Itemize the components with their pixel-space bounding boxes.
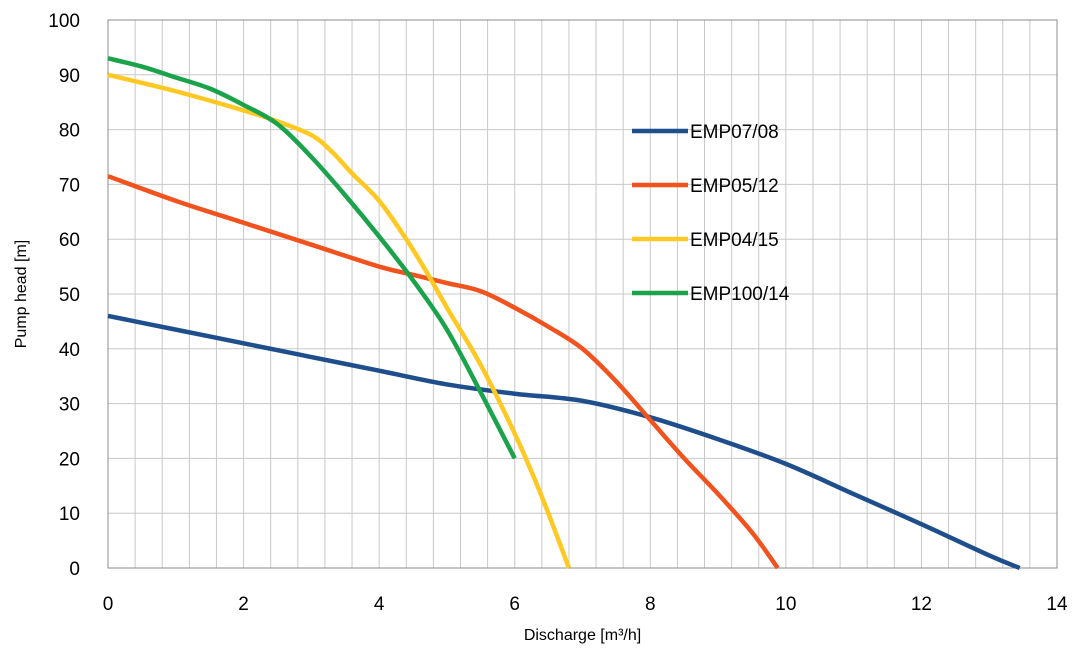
y-tick-label: 20 <box>59 449 80 470</box>
x-tick-label: 4 <box>374 594 385 615</box>
y-tick-label: 10 <box>59 504 80 525</box>
x-tick-label: 0 <box>103 594 114 615</box>
y-tick-label: 40 <box>59 340 80 361</box>
x-tick-label: 14 <box>1046 594 1068 615</box>
x-axis-title: Discharge [m³/h] <box>524 627 641 644</box>
x-tick-label: 12 <box>911 594 932 615</box>
y-tick-label: 80 <box>59 121 80 142</box>
series-line-emp04-15 <box>107 72 572 569</box>
series-lines <box>107 56 1021 571</box>
legend: EMP07/08 EMP05/12 EMP04/15 EMP100/14 <box>632 122 790 305</box>
x-tick-label: 6 <box>509 594 520 615</box>
x-tick-label: 8 <box>645 594 656 615</box>
series-line-emp05-12 <box>107 174 780 570</box>
y-tick-label: 100 <box>48 11 80 32</box>
y-axis-tick-labels: 0 10 20 30 40 50 60 70 80 90 100 <box>48 11 80 580</box>
y-tick-label: 0 <box>69 559 80 580</box>
x-axis-tick-labels: 0 2 4 6 8 10 12 14 <box>103 594 1068 615</box>
legend-label: EMP05/12 <box>690 176 779 197</box>
y-tick-label: 70 <box>59 175 80 196</box>
series-line-emp100-14 <box>107 56 517 460</box>
legend-label: EMP04/15 <box>690 230 779 251</box>
plot-area-frame <box>107 19 1058 569</box>
legend-label: EMP100/14 <box>690 284 790 305</box>
y-tick-label: 50 <box>59 285 80 306</box>
x-tick-label: 10 <box>775 594 796 615</box>
series-line-emp07-08 <box>107 313 1021 571</box>
y-axis-title: Pump head [m] <box>13 240 30 349</box>
legend-label: EMP07/08 <box>690 122 779 143</box>
y-tick-label: 60 <box>59 230 80 251</box>
y-tick-label: 30 <box>59 395 80 416</box>
y-tick-label: 90 <box>59 66 80 87</box>
x-tick-label: 2 <box>238 594 249 615</box>
